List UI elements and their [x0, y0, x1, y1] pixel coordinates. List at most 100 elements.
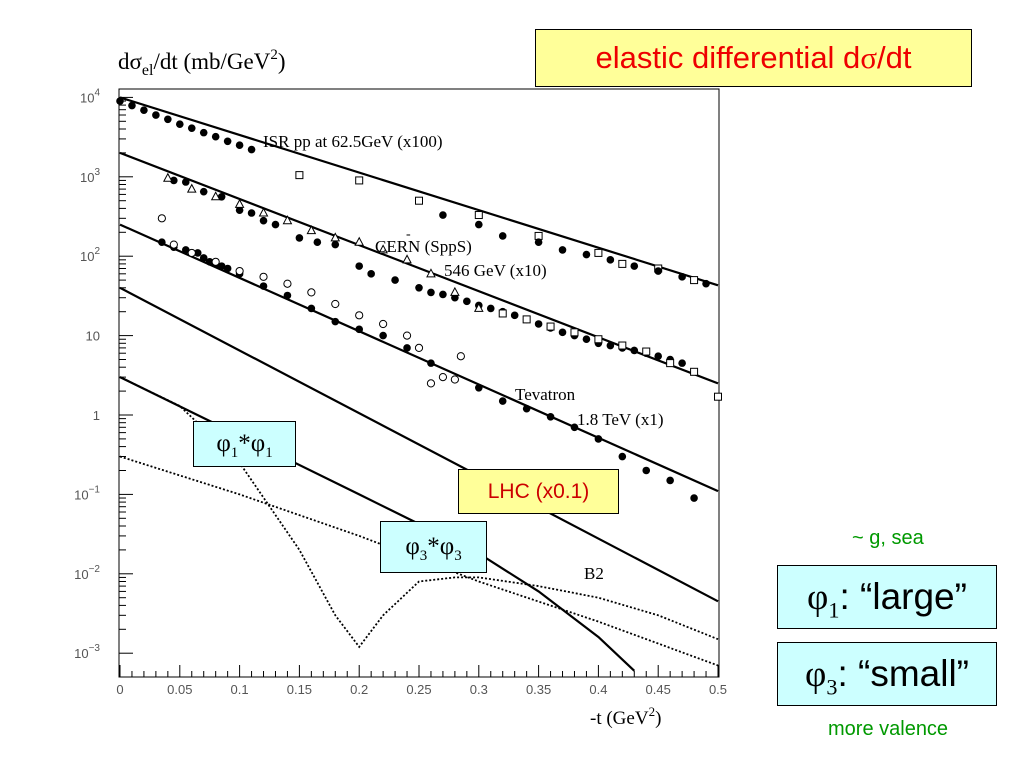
data-point-filled: [534, 320, 543, 328]
1-1-dotted-curve: [119, 376, 719, 649]
data-point-filled: [439, 290, 447, 299]
y-axis-label: dσel/dt (mb/GeV2): [118, 47, 286, 79]
data-point-filled: [235, 141, 244, 150]
data-point-filled: [235, 206, 244, 214]
data-point-open-circle: [450, 375, 459, 384]
data-point-open-triangle: [234, 198, 245, 208]
data-point-filled: [247, 209, 256, 217]
data-point-open-circle: [414, 343, 424, 352]
data-point-open-circle: [235, 266, 244, 276]
lhc-label-box: LHC (x0.1): [458, 469, 619, 514]
x-axis-label: -t (GeV2): [590, 704, 661, 729]
data-point-open-circle: [187, 248, 196, 258]
data-point-filled: [152, 111, 160, 119]
x-tick-label: 0.15: [287, 682, 312, 697]
data-point-filled: [355, 325, 364, 334]
data-point-filled: [546, 412, 555, 421]
phi-product: *φ: [427, 533, 455, 560]
y-tick-label: 10−3: [74, 643, 100, 661]
data-point-filled: [582, 335, 591, 344]
data-point-filled: [367, 270, 375, 278]
data-point-filled: [128, 101, 136, 110]
phi3-phi3-box: φ3*φ3: [380, 521, 487, 573]
data-point-open-triangle: [354, 236, 365, 246]
data-point-open-triangle: [163, 172, 173, 182]
data-point-filled: [678, 273, 686, 281]
data-point-open-square: [690, 276, 699, 285]
data-point-filled: [193, 249, 202, 257]
phi-subscript: 1: [230, 445, 239, 461]
data-point-filled: [427, 288, 435, 297]
x-tick-label: 0.5: [709, 682, 727, 697]
data-point-open-square: [642, 347, 651, 356]
data-point-filled: [558, 246, 567, 254]
data-point-filled: [116, 97, 124, 105]
data-point-filled: [582, 250, 591, 259]
data-point-filled: [463, 297, 471, 306]
data-point-open-circle: [211, 257, 220, 266]
tevatron-energy-annotation: 1.8 TeV (x1): [577, 410, 663, 429]
lhc-x0-1-fit-line: [119, 286, 719, 603]
phi1-phi1-box: φ1*φ1: [193, 421, 296, 467]
data-point-open-circle: [331, 299, 340, 309]
data-point-filled: [654, 352, 662, 361]
data-point-filled: [534, 238, 543, 247]
data-point-open-circle: [456, 352, 465, 361]
phi-symbol: φ: [805, 654, 827, 695]
data-point-open-circle: [379, 319, 388, 329]
plot-frame: [118, 88, 720, 678]
data-point-filled: [307, 304, 316, 313]
data-point-open-triangle: [450, 286, 460, 296]
x-tick-label: 0.4: [589, 682, 607, 697]
data-point-filled: [379, 331, 387, 340]
data-point-filled: [199, 128, 208, 137]
b2-annotation: B2: [584, 564, 604, 583]
data-point-filled: [475, 384, 483, 392]
data-point-open-circle: [402, 331, 412, 340]
data-point-open-square: [618, 259, 627, 268]
phi-symbol: φ: [405, 533, 420, 560]
x-tick-label: 0.1: [231, 682, 249, 697]
data-point-filled: [666, 476, 674, 485]
data-point-filled: [223, 264, 232, 273]
data-point-filled: [702, 279, 710, 288]
data-point-open-triangle: [258, 207, 269, 217]
data-point-filled: [594, 435, 603, 443]
data-point-filled: [211, 132, 220, 141]
isr-annotation: ISR pp at 62.5GeV (x100): [263, 132, 443, 151]
data-point-filled: [630, 262, 639, 270]
title-box: elastic differential dσ/dt: [535, 29, 972, 87]
data-point-filled: [158, 238, 166, 247]
y-tick-label: 102: [80, 246, 100, 264]
data-point-filled: [403, 344, 411, 352]
title-prefix: elastic differential d: [595, 40, 861, 75]
data-point-open-square: [415, 196, 423, 205]
x-tick-label: 0.35: [526, 682, 551, 697]
data-point-filled: [570, 423, 579, 432]
data-point-filled: [331, 317, 340, 326]
lhc-label: LHC (x0.1): [487, 480, 590, 503]
data-point-filled: [522, 404, 531, 413]
data-point-open-square: [522, 315, 531, 324]
data-point-filled: [618, 452, 627, 461]
data-point-filled: [331, 240, 340, 249]
data-point-filled: [140, 106, 148, 114]
phi1-large-label: : “large”: [839, 576, 967, 617]
data-point-open-triangle: [210, 191, 221, 201]
x-tick-label: 0: [116, 682, 123, 697]
x-tick-label: 0.25: [406, 682, 431, 697]
title-suffix: /dt: [877, 40, 912, 75]
data-point-filled: [606, 341, 615, 350]
phi3-small-label: : “small”: [837, 653, 969, 694]
x-tick-label: 0.05: [167, 682, 192, 697]
phi-subscript: 3: [419, 548, 428, 564]
data-point-open-triangle: [378, 244, 388, 254]
data-point-filled: [486, 304, 495, 313]
data-point-filled: [295, 234, 304, 242]
phi-product: *φ: [238, 430, 266, 457]
data-point-filled: [181, 246, 190, 254]
g-sea-note: ~ g, sea: [852, 527, 924, 549]
data-point-open-triangle: [473, 302, 484, 312]
more-valence-note: more valence: [828, 718, 949, 740]
data-point-filled: [654, 267, 662, 275]
